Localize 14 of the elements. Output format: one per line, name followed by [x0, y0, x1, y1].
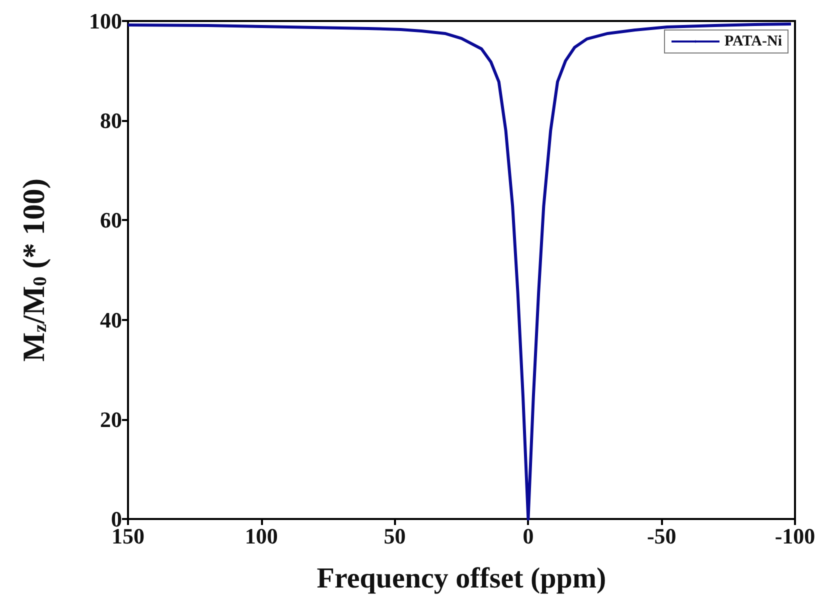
x-axis-title: Frequency offset (ppm): [316, 562, 606, 594]
x-tick-label: 100: [244, 524, 278, 548]
line-series: [126, 22, 792, 520]
y-tick-label: 100: [89, 8, 122, 34]
y-axis-title: Mz/M0 (* 100): [16, 178, 51, 362]
y-tick-label: 40: [100, 307, 122, 332]
legend-label: PATA-Ni: [724, 34, 782, 50]
y-tick-label: 80: [100, 108, 122, 134]
y-tick-label: 60: [100, 208, 122, 233]
x-tick-label: 50: [384, 524, 406, 548]
y-tick-label: 20: [100, 406, 122, 432]
x-tick-label: 0: [522, 524, 534, 548]
x-tick-label: -100: [774, 524, 816, 548]
x-tick-label: -50: [646, 524, 676, 548]
